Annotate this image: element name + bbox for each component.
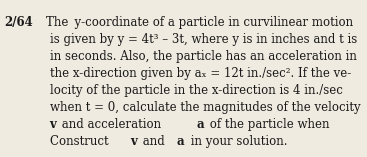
Text: in seconds. Also, the particle has an acceleration in: in seconds. Also, the particle has an ac… — [50, 50, 356, 63]
Text: in your solution.: in your solution. — [187, 135, 287, 149]
Text: a: a — [177, 135, 185, 149]
Text: a: a — [196, 118, 204, 131]
Text: Construct: Construct — [50, 135, 112, 149]
Text: v: v — [130, 135, 137, 149]
Text: is given by y = 4t³ – 3t, where y is in inches and t is: is given by y = 4t³ – 3t, where y is in … — [50, 33, 357, 46]
Text: and acceleration: and acceleration — [58, 118, 165, 131]
Text: The  y-coordinate of a particle in curvilinear motion: The y-coordinate of a particle in curvil… — [46, 16, 353, 29]
Text: of the particle when: of the particle when — [206, 118, 333, 131]
Text: when t = 0, calculate the magnitudes of the velocity: when t = 0, calculate the magnitudes of … — [50, 101, 360, 114]
Text: and: and — [139, 135, 168, 149]
Text: 2/64: 2/64 — [4, 16, 33, 29]
Text: v: v — [50, 118, 57, 131]
Text: locity of the particle in the x-direction is 4 in./sec: locity of the particle in the x-directio… — [50, 84, 342, 97]
Text: the x-direction given by aₓ = 12t in./sec². If the ve-: the x-direction given by aₓ = 12t in./se… — [50, 67, 351, 80]
